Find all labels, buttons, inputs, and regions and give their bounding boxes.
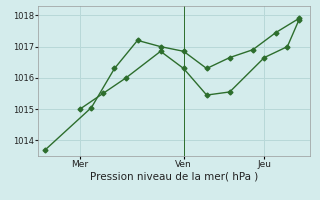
X-axis label: Pression niveau de la mer( hPa ): Pression niveau de la mer( hPa ): [90, 172, 259, 182]
